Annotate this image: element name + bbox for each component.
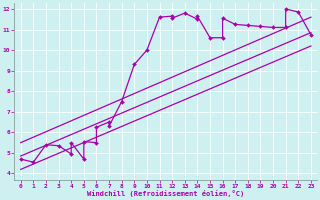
X-axis label: Windchill (Refroidissement éolien,°C): Windchill (Refroidissement éolien,°C) bbox=[87, 190, 244, 197]
